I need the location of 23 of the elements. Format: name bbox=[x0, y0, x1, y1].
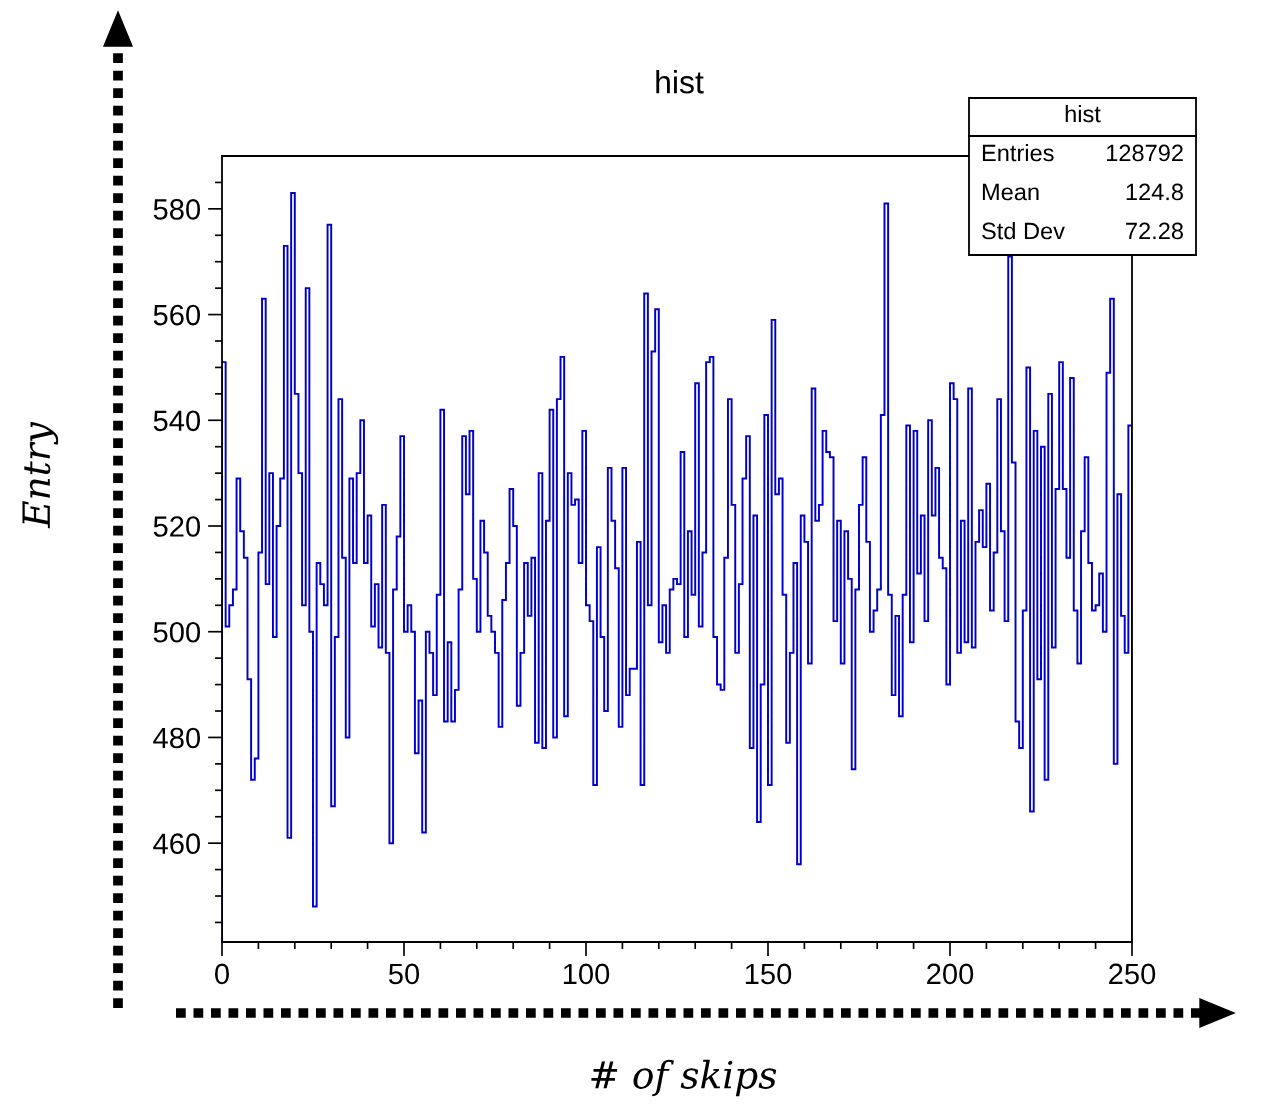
annotation: 124.8 bbox=[1126, 183, 1183, 201]
x-tick-label: 50 bbox=[388, 963, 420, 985]
chart-title: hist bbox=[656, 70, 704, 94]
x-tick-label: 250 bbox=[1109, 963, 1156, 985]
y-tick-label: 460 bbox=[153, 833, 201, 855]
y-tick-label: 560 bbox=[153, 304, 201, 326]
x-tick-label: 150 bbox=[745, 963, 792, 985]
y-tick-label: 580 bbox=[153, 199, 201, 220]
y-tick-label: 500 bbox=[153, 621, 201, 643]
y-tick-label: 520 bbox=[153, 516, 201, 537]
y-tick-label: 540 bbox=[153, 410, 201, 432]
x-tick-label: 0 bbox=[215, 963, 229, 985]
y-axis-title: Entry bbox=[22, 421, 59, 529]
annotation: 72.28 bbox=[1126, 222, 1183, 240]
text: hist bbox=[1065, 105, 1101, 123]
annotation: Std Dev bbox=[982, 222, 1065, 240]
y-tick-label: 480 bbox=[153, 727, 201, 749]
x-axis-title: # of skips bbox=[591, 1059, 777, 1097]
x-tick-label: 200 bbox=[927, 963, 974, 985]
annotation: Mean bbox=[982, 183, 1039, 201]
annotation: 128792 bbox=[1107, 144, 1183, 162]
x-tick-label: 100 bbox=[563, 963, 610, 985]
annotation: Entries bbox=[982, 144, 1054, 162]
